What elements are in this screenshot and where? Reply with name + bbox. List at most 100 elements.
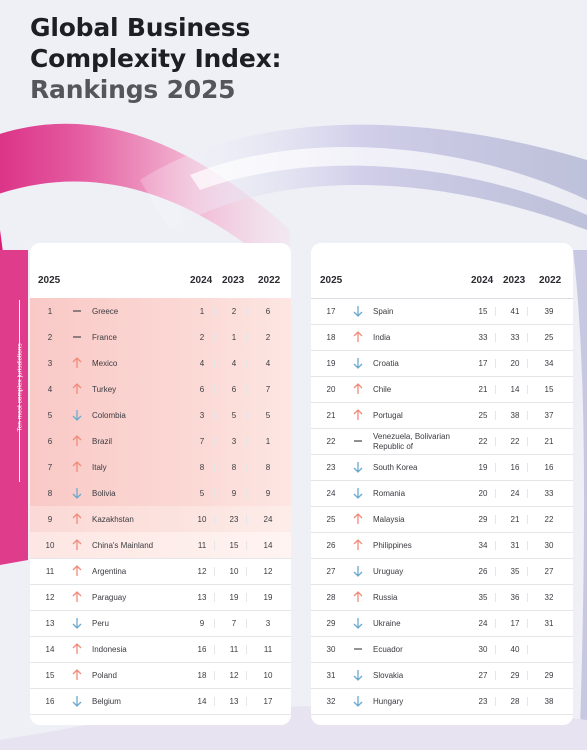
country-name: Argentina bbox=[92, 567, 127, 576]
rank-2022-cell: 21 bbox=[544, 437, 554, 446]
rank-2023-cell: 41 bbox=[503, 307, 528, 316]
country-name: Malaysia bbox=[373, 515, 405, 524]
arrow-up-icon bbox=[351, 382, 365, 396]
bracket-line bbox=[19, 300, 20, 482]
country-name: Philippines bbox=[373, 541, 412, 550]
country-name: Belgium bbox=[92, 697, 121, 706]
table-row: 29 Ukraine 24 17 31 bbox=[311, 610, 573, 637]
arrow-down-icon bbox=[351, 486, 365, 500]
country-name: China's Mainland bbox=[92, 541, 154, 550]
rank-2022-cell: 11 bbox=[263, 645, 273, 654]
rank-cell: 13 bbox=[45, 619, 55, 628]
arrow-down-icon bbox=[70, 408, 84, 422]
rank-2023-cell: 5 bbox=[222, 411, 247, 420]
country-name: Russia bbox=[373, 593, 398, 602]
arrow-up-icon bbox=[351, 512, 365, 526]
rank-2024-cell: 27 bbox=[471, 671, 496, 680]
rank-cell: 31 bbox=[326, 671, 336, 680]
table-row: 12 Paraguay 13 19 19 bbox=[30, 584, 291, 611]
rank-cell: 5 bbox=[47, 411, 53, 420]
rank-2022-cell: 38 bbox=[544, 697, 554, 706]
rank-2023-cell: 12 bbox=[222, 671, 247, 680]
rank-2023-cell: 20 bbox=[503, 359, 528, 368]
rank-2023-cell: 36 bbox=[503, 593, 528, 602]
rank-cell: 32 bbox=[326, 697, 336, 706]
table-row: 17 Spain 15 41 39 bbox=[311, 298, 573, 325]
rank-2023-cell: 35 bbox=[503, 567, 528, 576]
rank-2022-cell: 27 bbox=[544, 567, 554, 576]
table-row: 18 India 33 33 25 bbox=[311, 324, 573, 351]
table-row: 30 Ecuador 30 40 bbox=[311, 636, 573, 663]
rank-cell: 26 bbox=[326, 541, 336, 550]
rank-2024-cell: 6 bbox=[190, 385, 215, 394]
country-name: Venezuela, Bolivarian Republic of bbox=[373, 432, 450, 451]
dash-icon bbox=[70, 304, 84, 318]
table-row: 31 Slovakia 27 29 29 bbox=[311, 662, 573, 689]
country-name: Greece bbox=[92, 307, 119, 316]
rank-2024-cell: 15 bbox=[471, 307, 496, 316]
rank-2022-cell: 2 bbox=[265, 333, 271, 342]
rank-2022-cell: 29 bbox=[544, 671, 554, 680]
arrow-up-icon bbox=[70, 642, 84, 656]
rank-2022-cell: 25 bbox=[544, 333, 554, 342]
header-2025: 2025 bbox=[320, 275, 343, 286]
rank-2023-cell: 1 bbox=[222, 333, 247, 342]
rank-2023-cell: 33 bbox=[503, 333, 528, 342]
header-2022: 2022 bbox=[258, 275, 281, 286]
rank-2024-cell: 25 bbox=[471, 411, 496, 420]
rank-2023-cell: 9 bbox=[222, 489, 247, 498]
table-row: 20 Chile 21 14 15 bbox=[311, 376, 573, 403]
header-2025: 2025 bbox=[38, 275, 61, 286]
header-2023: 2023 bbox=[503, 275, 526, 286]
header-2024: 2024 bbox=[471, 275, 494, 286]
rank-cell: 6 bbox=[47, 437, 53, 446]
top-ten-bracket: Ten most complex jurisdictions bbox=[17, 300, 24, 482]
table-row: 15 Poland 18 12 10 bbox=[30, 662, 291, 689]
table-header: 2025 2024 2023 2022 bbox=[30, 243, 291, 299]
rank-2022-cell: 33 bbox=[544, 489, 554, 498]
arrow-up-icon bbox=[351, 538, 365, 552]
rank-2022-cell: 7 bbox=[265, 385, 271, 394]
table-row: 5 Colombia 3 5 5 bbox=[30, 402, 291, 429]
country-name: Italy bbox=[92, 463, 107, 472]
title-line-2: Complexity Index: bbox=[30, 44, 282, 73]
country-name: France bbox=[92, 333, 117, 342]
rank-2022-cell: 15 bbox=[544, 385, 554, 394]
rank-2023-cell: 2 bbox=[222, 307, 247, 316]
rank-2024-cell: 22 bbox=[471, 437, 496, 446]
rank-2024-cell: 18 bbox=[190, 671, 215, 680]
country-name: Spain bbox=[373, 307, 394, 316]
rank-2023-cell: 22 bbox=[503, 437, 528, 446]
page-title: Global Business Complexity Index: Rankin… bbox=[30, 12, 282, 105]
country-name: Bolivia bbox=[92, 489, 116, 498]
arrow-up-icon bbox=[70, 564, 84, 578]
rank-2023-cell: 31 bbox=[503, 541, 528, 550]
title-line-3: Rankings 2025 bbox=[30, 75, 236, 104]
rank-2024-cell: 3 bbox=[190, 411, 215, 420]
rank-2022-cell: 39 bbox=[544, 307, 554, 316]
rank-cell: 9 bbox=[47, 515, 53, 524]
rank-cell: 8 bbox=[47, 489, 53, 498]
rank-2023-cell: 28 bbox=[503, 697, 528, 706]
rank-cell: 12 bbox=[45, 593, 55, 602]
rank-2023-cell: 29 bbox=[503, 671, 528, 680]
country-name: Ecuador bbox=[373, 645, 403, 654]
table-row: 24 Romania 20 24 33 bbox=[311, 480, 573, 507]
rank-2024-cell: 20 bbox=[471, 489, 496, 498]
rank-2024-cell: 10 bbox=[190, 515, 215, 524]
arrow-down-icon bbox=[351, 460, 365, 474]
arrow-up-icon bbox=[70, 590, 84, 604]
arrow-up-icon bbox=[70, 356, 84, 370]
rank-2022-cell: 8 bbox=[265, 463, 271, 472]
country-name: Mexico bbox=[92, 359, 118, 368]
rank-cell: 27 bbox=[326, 567, 336, 576]
country-name: Poland bbox=[92, 671, 117, 680]
rank-cell: 21 bbox=[326, 411, 336, 420]
rank-cell: 24 bbox=[326, 489, 336, 498]
country-name: India bbox=[373, 333, 391, 342]
rank-2023-cell: 24 bbox=[503, 489, 528, 498]
rank-2024-cell: 4 bbox=[190, 359, 215, 368]
rank-2024-cell: 12 bbox=[190, 567, 215, 576]
rank-2022-cell: 6 bbox=[265, 307, 271, 316]
arrow-down-icon bbox=[351, 304, 365, 318]
